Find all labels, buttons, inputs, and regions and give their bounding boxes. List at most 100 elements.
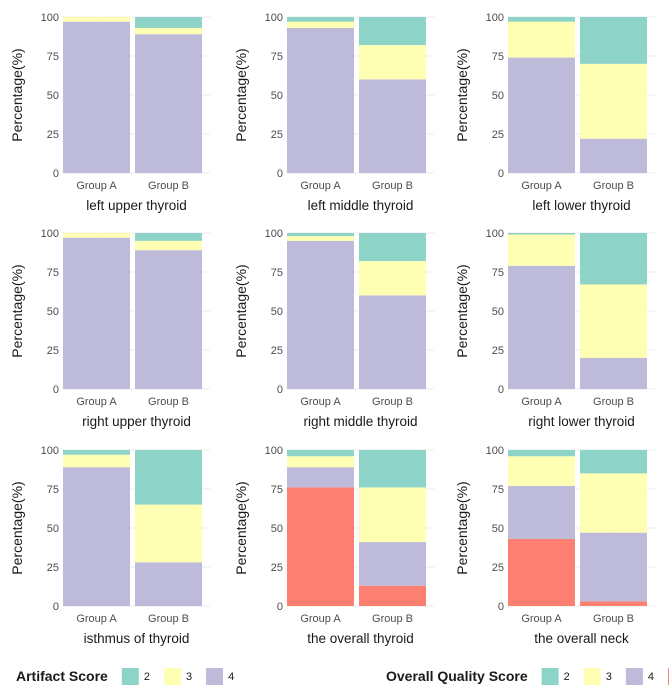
panel-left-lower-thyroid: 0 25 50 75 100 Group A Group B Percentage(%) lef… (454, 12, 655, 213)
bar-segment-score-3-group-b (135, 504, 202, 563)
legend-title: Artifact Score (16, 668, 108, 684)
x-tick-label: Group B (148, 396, 189, 408)
bar-segment-score-3-group-a (508, 21, 575, 58)
y-axis-title: Percentage(%) (233, 481, 249, 574)
y-axis-title: Percentage(%) (454, 48, 470, 141)
bar-segment-score-2-group-b (580, 233, 647, 285)
y-tick-label: 50 (492, 523, 504, 535)
bar-segment-score-4-group-b (359, 79, 426, 173)
y-axis-title: Percentage(%) (454, 481, 470, 574)
panel-title: right lower thyroid (528, 414, 635, 429)
panel-isthmus-of-thyroid: 0 25 50 75 100 Group A Group B Percentage(%) ist… (9, 445, 210, 646)
y-tick-label: 0 (498, 384, 504, 396)
legend-swatch-score-3 (583, 668, 601, 685)
legend-swatch-score-2 (121, 668, 139, 685)
bar-segment-score-4-group-b (135, 34, 202, 173)
y-tick-label: 75 (271, 484, 283, 496)
panel-right-middle-thyroid: 0 25 50 75 100 Group A Group B Percentage(%) rig… (233, 228, 434, 429)
x-tick-label: Group A (521, 613, 562, 625)
bar-segment-score-2-group-b (359, 17, 426, 46)
x-tick-label: Group A (521, 180, 562, 192)
y-tick-label: 50 (492, 90, 504, 102)
bar-segment-score-3-group-b (135, 27, 202, 35)
bar-segment-score-3-group-b (580, 473, 647, 533)
y-tick-label: 75 (47, 484, 59, 496)
bar-segment-score-3-group-a (63, 454, 130, 468)
panel-the-overall-thyroid: 0 25 50 75 100 Group A Group B Percentage(%) the… (233, 445, 434, 646)
bar-segment-score-4-group-b (135, 250, 202, 389)
bar-segment-score-3-group-a (63, 233, 130, 238)
bar-segment-score-3-group-b (135, 240, 202, 251)
bar-segment-score-4-group-a (63, 467, 130, 606)
bar-segment-score-4-group-a (508, 485, 575, 539)
x-tick-label: Group A (300, 396, 341, 408)
y-tick-label: 75 (492, 484, 504, 496)
legend-swatch-score-3 (163, 668, 181, 685)
y-axis-title: Percentage(%) (9, 481, 25, 574)
panel-title: left middle thyroid (308, 198, 414, 213)
bar-segment-score-3-group-a (508, 456, 575, 486)
x-tick-label: Group A (300, 613, 341, 625)
panel-the-overall-neck: 0 25 50 75 100 Group A Group B Percentage(%) the… (454, 445, 655, 646)
y-tick-label: 0 (277, 384, 283, 396)
y-tick-label: 0 (277, 168, 283, 180)
x-tick-label: Group B (148, 613, 189, 625)
y-tick-label: 25 (492, 562, 504, 574)
panel-left-middle-thyroid: 0 25 50 75 100 Group A Group B Percentage(%) lef… (233, 12, 434, 213)
y-tick-label: 50 (271, 306, 283, 318)
y-tick-label: 50 (271, 90, 283, 102)
y-tick-label: 0 (498, 168, 504, 180)
y-tick-label: 75 (47, 51, 59, 63)
y-tick-label: 25 (492, 129, 504, 141)
y-tick-label: 25 (47, 129, 59, 141)
bar-segment-score-4-group-a (287, 27, 354, 174)
y-axis-title: Percentage(%) (9, 264, 25, 357)
y-tick-label: 50 (492, 306, 504, 318)
bar-segment-score-3-group-a (508, 234, 575, 266)
y-tick-label: 100 (41, 228, 59, 240)
x-tick-label: Group B (593, 180, 634, 192)
y-tick-label: 75 (271, 267, 283, 279)
y-tick-label: 0 (498, 601, 504, 613)
bar-segment-score-3-group-a (63, 17, 130, 22)
bar-segment-score-4-group-a (508, 265, 575, 389)
bar-segment-score-3-group-b (580, 63, 647, 139)
y-tick-label: 0 (277, 601, 283, 613)
y-tick-label: 0 (53, 384, 59, 396)
x-tick-label: Group B (372, 396, 413, 408)
y-tick-label: 100 (265, 445, 283, 457)
bar-segment-score-5-group-a (508, 538, 575, 606)
bar-segment-score-2-group-a (287, 233, 354, 237)
y-tick-label: 50 (47, 523, 59, 535)
y-tick-label: 75 (492, 51, 504, 63)
y-axis-title: Percentage(%) (9, 48, 25, 141)
legend-artifact-score: Artifact Score 2 3 4 (16, 668, 234, 685)
bar-segment-score-4-group-b (135, 562, 202, 606)
bar-segment-score-4-group-b (580, 357, 647, 389)
legend-swatch-score-2 (541, 668, 559, 685)
bar-segment-score-3-group-a (287, 236, 354, 241)
x-tick-label: Group B (148, 180, 189, 192)
x-tick-label: Group A (76, 613, 117, 625)
bar-segment-score-2-group-b (359, 450, 426, 488)
panel-title: left lower thyroid (532, 198, 630, 213)
legend-key-label: 4 (648, 671, 654, 683)
y-tick-label: 50 (47, 90, 59, 102)
y-tick-label: 50 (271, 523, 283, 535)
y-tick-label: 75 (492, 267, 504, 279)
legend-key-label: 3 (606, 671, 612, 683)
y-tick-label: 75 (47, 267, 59, 279)
bar-segment-score-2-group-a (287, 450, 354, 457)
panel-title: the overall thyroid (307, 631, 414, 646)
legend-key-label: 3 (186, 671, 192, 683)
bar-segment-score-4-group-a (287, 467, 354, 488)
panel-title: right upper thyroid (82, 414, 191, 429)
bar-segment-score-2-group-b (135, 233, 202, 241)
x-tick-label: Group B (593, 613, 634, 625)
bar-segment-score-4-group-b (359, 295, 426, 389)
x-tick-label: Group A (76, 396, 117, 408)
bar-segment-score-2-group-b (580, 450, 647, 474)
bar-segment-score-3-group-b (359, 487, 426, 543)
panel-right-lower-thyroid: 0 25 50 75 100 Group A Group B Percentage(%) rig… (454, 228, 655, 429)
